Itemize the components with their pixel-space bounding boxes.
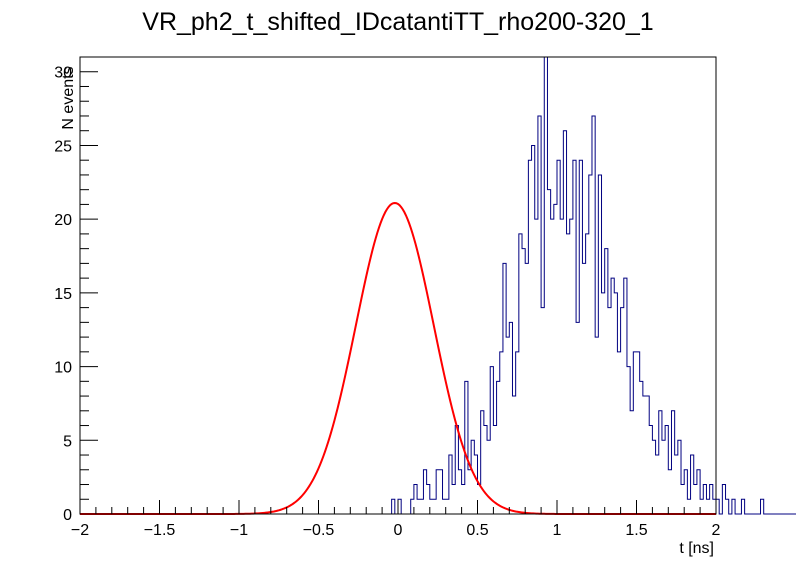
plot-frame (79, 56, 717, 515)
y-tick-label: 5 (63, 433, 72, 450)
x-tick-label: 0 (394, 522, 403, 539)
x-tick-label: −0.5 (303, 522, 335, 539)
chart-title: VR_ph2_t_shifted_IDcatantiTT_rho200-320_… (142, 8, 653, 36)
y-tick-label: 10 (54, 360, 72, 377)
x-tick-label: −1.5 (144, 522, 176, 539)
x-tick-label: 0.5 (466, 522, 488, 539)
histogram-series (80, 56, 796, 515)
fit-curve (80, 201, 716, 515)
y-tick-label: 15 (54, 286, 72, 303)
y-tick-label: 0 (63, 507, 72, 524)
y-tick-label: 20 (54, 212, 72, 229)
y-tick-label: 30 (54, 65, 72, 82)
x-tick-label: 2 (712, 522, 721, 539)
x-tick-label: −1 (230, 522, 248, 539)
x-tick-label: 1.5 (625, 522, 647, 539)
plot-area (80, 56, 796, 515)
x-tick-label: −2 (71, 522, 89, 539)
x-axis-label: t [ns] (679, 540, 714, 557)
x-tick-label: 1 (553, 522, 562, 539)
y-axis-label: N events (60, 66, 77, 129)
y-tick-label: 25 (54, 138, 72, 155)
